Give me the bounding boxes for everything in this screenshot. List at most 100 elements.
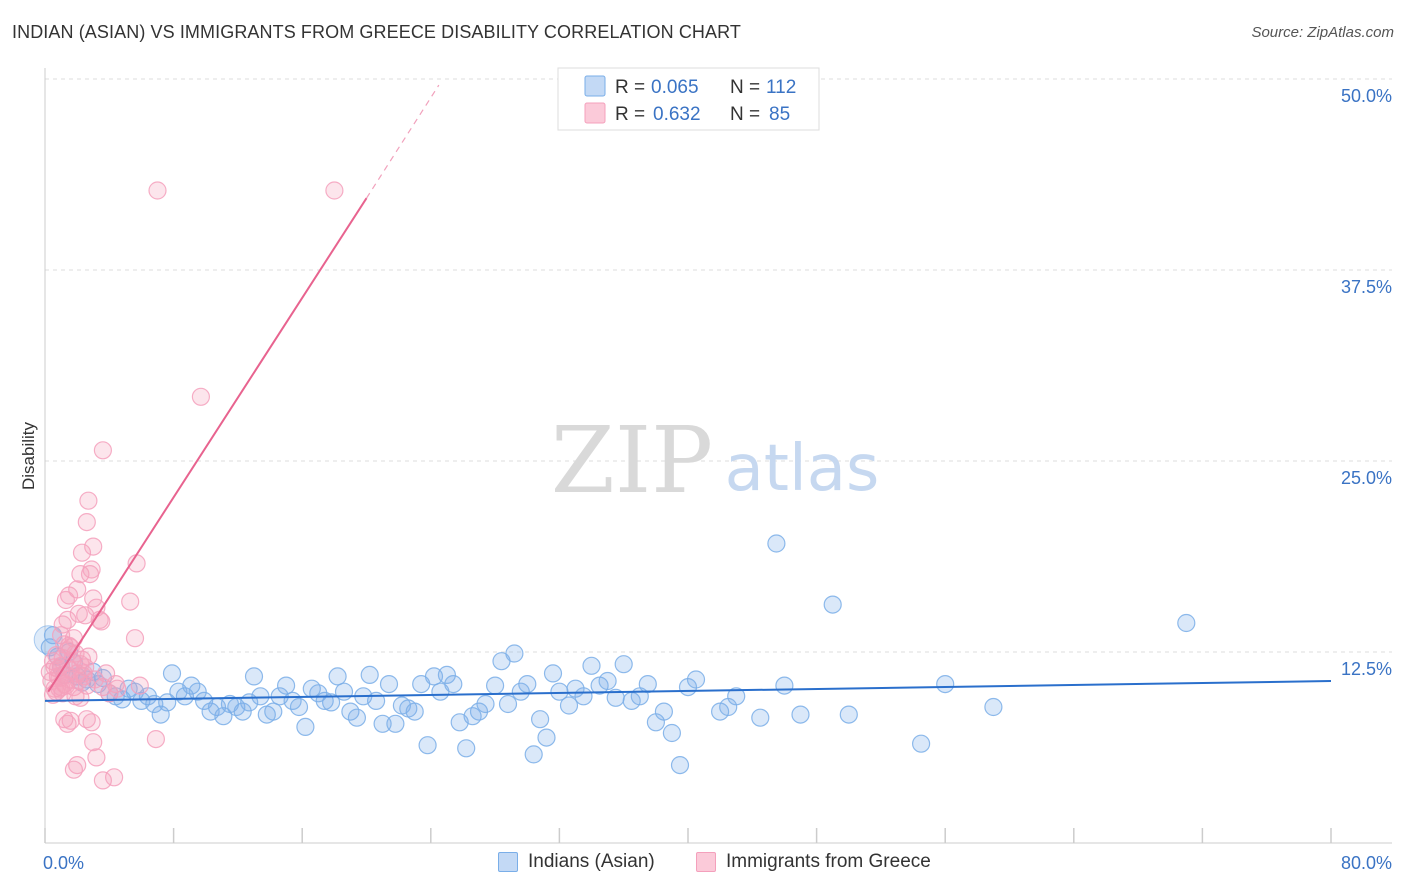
points-pink-point-83	[71, 688, 90, 707]
points-blue-point-98	[670, 755, 690, 775]
points-blue-point-70	[463, 707, 482, 726]
legend-bottom-blue-label: Indians (Asian)	[528, 851, 655, 872]
points-blue-point-75	[498, 694, 518, 714]
x-tick-label-1: 80.0%	[1341, 853, 1392, 873]
x-tick-label-0: 0.0%	[43, 853, 84, 873]
points-pink-point-61	[84, 733, 103, 752]
points-blue-point-34	[233, 702, 252, 721]
points-blue-point-76	[505, 644, 524, 663]
legend-pink-n-value: 85	[769, 104, 790, 125]
points-blue-point-67	[444, 674, 463, 694]
points-blue-point-89	[598, 671, 617, 691]
legend-bottom-blue-swatch	[498, 852, 518, 872]
points-pink-point-34	[58, 610, 77, 630]
points-pink-point-84	[51, 677, 71, 697]
y-tick-label-3: 50.0%	[1341, 86, 1392, 106]
source-credit: Source: ZipAtlas.com	[1251, 24, 1394, 41]
points-blue-point-44	[296, 717, 315, 737]
legend-blue-n-value: 112	[766, 77, 796, 98]
points-blue-point-63	[418, 736, 437, 755]
points-blue-point-108	[823, 595, 842, 614]
points-blue-point-36	[244, 667, 264, 686]
points-blue-point-66	[437, 665, 456, 685]
legend-bottom-pink-label: Immigrants from Greece	[726, 851, 931, 872]
chart-title: INDIAN (ASIAN) VS IMMIGRANTS FROM GREECE…	[12, 22, 741, 42]
points-pink-point-62	[87, 748, 106, 767]
points-blue-point-58	[386, 714, 405, 733]
points-blue-point-104	[751, 708, 770, 727]
points-pink-point-66	[104, 768, 124, 787]
points-pink-point-40	[71, 564, 90, 584]
points-blue-point-23	[162, 664, 182, 683]
points-blue-point-111	[936, 674, 955, 694]
points-pink-point-22	[76, 658, 95, 677]
tick-labels: 12.5% 25.0% 37.5% 50.0% 0.0% 80.0%	[43, 86, 1392, 873]
points-blue-point-109	[839, 705, 858, 724]
legend-blue-r-label: R =	[615, 77, 645, 98]
points-pink-point-43	[77, 512, 96, 532]
legend-bottom-blue: Indians (Asian)	[498, 851, 655, 873]
points-blue-point-56	[373, 714, 392, 733]
points-pink-point-59	[77, 710, 96, 729]
points-pink-point-60	[82, 713, 101, 732]
points-blue-point-112	[984, 697, 1003, 717]
points-blue-point-52	[347, 708, 366, 727]
points-pink-point-57	[58, 714, 77, 733]
points-pink-point-46	[82, 560, 101, 579]
points-blue-point-57	[379, 674, 399, 694]
points-blue-point-96	[654, 702, 674, 721]
legend-blue-r-value: 0.065	[651, 77, 699, 98]
points-blue-point-41	[277, 676, 296, 695]
points-blue-point-37	[251, 687, 270, 706]
points-blue-point-61	[405, 702, 424, 721]
y-axis-label: Disability	[19, 421, 38, 490]
gridlines	[45, 78, 1392, 653]
points-blue-point-100	[686, 670, 706, 689]
legend-blue-n-label: N =	[730, 77, 760, 98]
points-blue-point-49	[328, 667, 347, 686]
axes	[44, 68, 1392, 844]
points-blue-point-39	[264, 702, 283, 721]
watermark-atlas: atlas	[725, 432, 880, 506]
points-blue-point-110	[911, 734, 931, 753]
points-pink-point-72	[146, 729, 165, 749]
points-blue-point-80	[530, 710, 550, 729]
points-blue-point-97	[662, 723, 682, 743]
points-blue-point-106	[775, 676, 794, 695]
points-pink-point-74	[191, 387, 210, 406]
points-pink-point-41	[72, 543, 92, 562]
legend-pink-n-label: N =	[730, 104, 760, 125]
points-blue-point-103	[727, 687, 746, 706]
points-pink-point-65	[93, 771, 113, 790]
points-blue-point-50	[334, 682, 354, 701]
series-indians-asian	[33, 534, 1196, 775]
points-pink-point-73	[148, 181, 167, 200]
points-pink-point-71	[130, 676, 149, 695]
points-pink-point-76	[93, 441, 113, 460]
points-pink-point-48	[84, 537, 103, 556]
legend-pink-r-value: 0.632	[653, 104, 701, 125]
legend-bottom-pink-swatch	[696, 852, 716, 872]
points-pink-point-64	[68, 755, 87, 775]
points-blue-point-86	[574, 687, 593, 706]
points-pink-point-38	[68, 580, 87, 599]
points-blue-point-113	[1177, 613, 1196, 633]
points-blue-point-71	[469, 702, 489, 721]
points-blue-point-87	[582, 656, 601, 675]
trend-line-immigrants-greece-extension	[365, 84, 440, 199]
y-tick-label-0: 12.5%	[1341, 659, 1392, 679]
points-pink-point-75	[325, 181, 344, 200]
points-blue-point-69	[457, 739, 476, 758]
y-tick-label-1: 25.0%	[1341, 468, 1392, 488]
points-blue-point-73	[486, 676, 505, 695]
points-pink-point-24	[79, 647, 98, 666]
points-blue-point-82	[543, 664, 563, 683]
legend-pink-swatch	[584, 102, 606, 124]
points-blue-point-81	[537, 728, 556, 747]
legend-pink-r-label: R =	[615, 104, 645, 125]
points-pink-point-78	[74, 664, 93, 683]
points-blue-point-27	[188, 682, 207, 701]
points-pink-point-79	[85, 670, 104, 689]
points-blue-point-72	[476, 694, 495, 714]
